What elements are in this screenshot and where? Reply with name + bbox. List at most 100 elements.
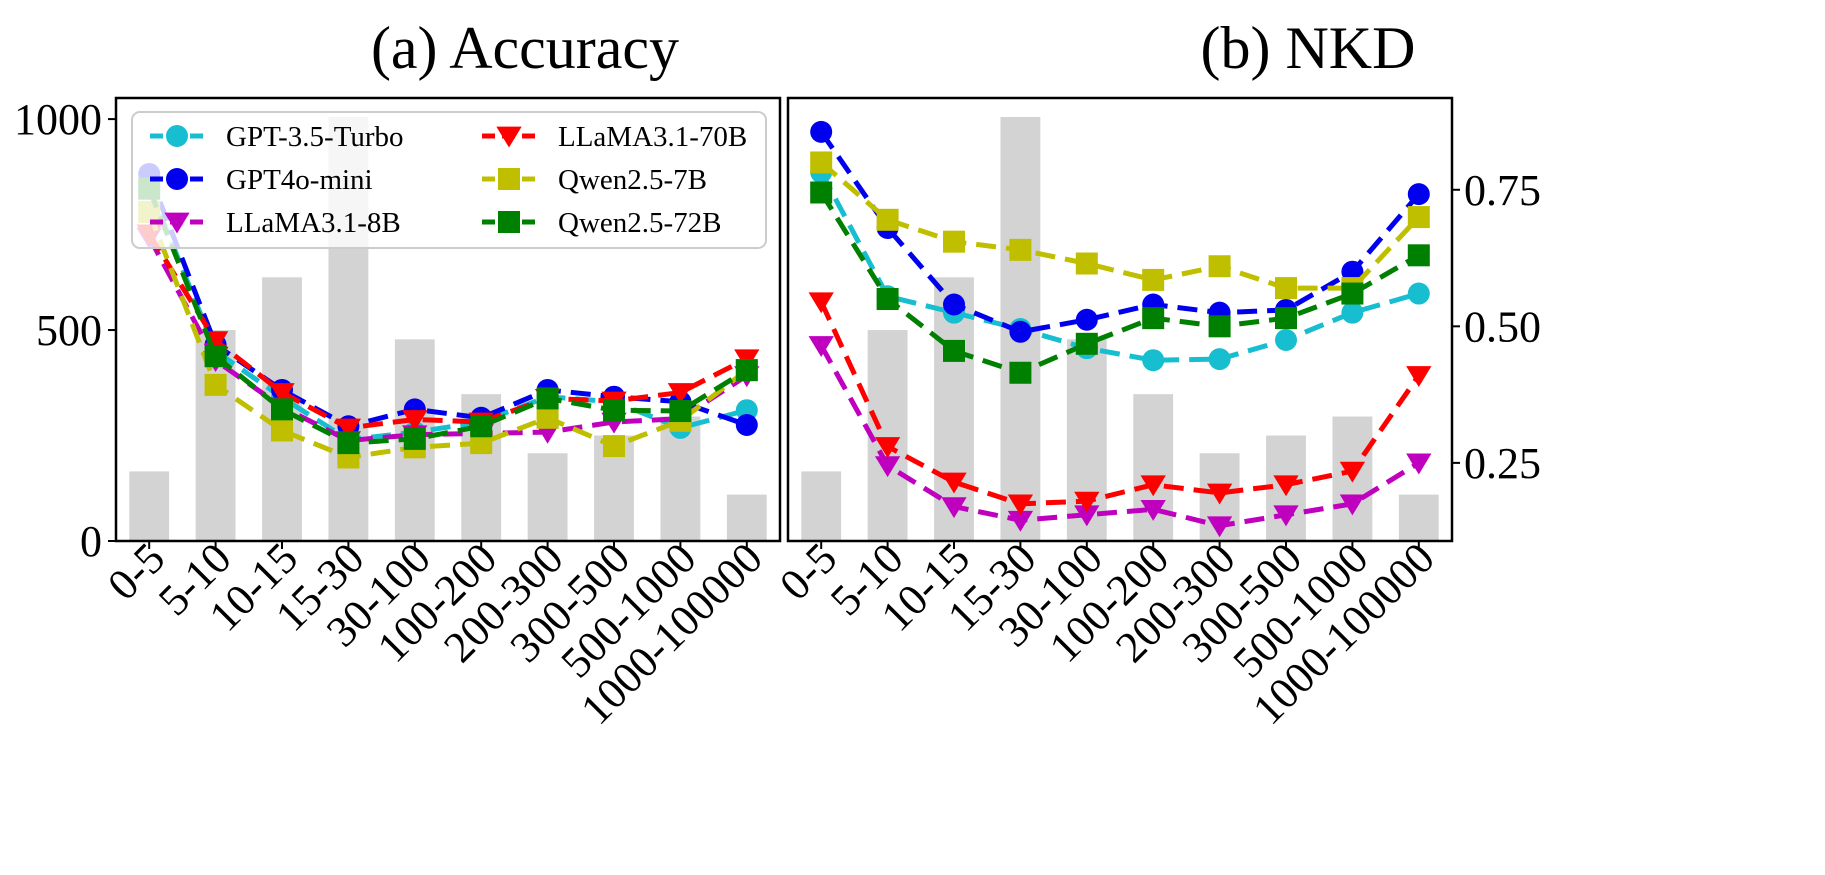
point-nkd-qwen2-5-72b-500-1000 — [1341, 282, 1364, 305]
nkd-plot: 0.250.500.750-55-1010-1515-3030-100100-2… — [770, 96, 1541, 734]
point-nkd-llama3-1-8b-15-30 — [1007, 510, 1034, 532]
point-nkd-gpt-3-5-turbo-300-500 — [1275, 328, 1297, 351]
bar-nkd-1000-100000 — [1398, 494, 1439, 541]
point-nkd-llama3-1-70b-30-100 — [1074, 491, 1100, 513]
chart-title-accuracy: (a) Accuracy — [371, 15, 679, 81]
y-tick-label-accuracy-1000: 1000 — [14, 95, 102, 144]
point-accuracy-qwen2-5-72b-30-100 — [403, 427, 426, 450]
point-accuracy-qwen2-5-72b-1000-100000 — [735, 359, 758, 382]
line-nkd-qwen2-5-7b — [819, 160, 1421, 291]
point-nkd-qwen2-5-7b-1000-100000 — [1407, 206, 1430, 229]
bar-nkd-0-5 — [801, 471, 842, 541]
point-nkd-qwen2-5-72b-1000-100000 — [1407, 244, 1430, 267]
point-accuracy-qwen2-5-7b-5-10 — [204, 373, 227, 396]
point-nkd-llama3-1-8b-30-100 — [1074, 505, 1100, 527]
y-tick-label-nkd-0-75: 0.75 — [1464, 166, 1541, 215]
line-nkd-gpt-3-5-turbo — [818, 171, 1420, 363]
point-accuracy-qwen2-5-72b-10-15 — [271, 398, 293, 421]
point-nkd-qwen2-5-7b-15-30 — [1009, 238, 1032, 261]
line-nkd-qwen2-5-72b — [819, 191, 1421, 376]
point-nkd-llama3-1-8b-500-1000 — [1339, 494, 1366, 516]
chart-title-nkd: (b) NKD — [1201, 15, 1416, 81]
point-nkd-qwen2-5-72b-30-100 — [1075, 332, 1098, 355]
point-nkd-qwen2-5-7b-0-5 — [810, 151, 833, 174]
legend-marker-llama3-1-8b — [164, 212, 190, 234]
point-nkd-qwen2-5-7b-300-500 — [1275, 277, 1297, 300]
point-accuracy-llama3-1-70b-15-30 — [335, 418, 362, 440]
point-nkd-llama3-1-70b-15-30 — [1007, 494, 1034, 516]
y-tick-label-accuracy-0: 0 — [80, 517, 102, 566]
point-accuracy-llama3-1-70b-30-100 — [402, 410, 428, 432]
line-accuracy-qwen2-5-7b — [146, 211, 749, 460]
bar-accuracy-200-300 — [527, 453, 568, 541]
point-accuracy-qwen2-5-7b-200-300 — [536, 406, 559, 429]
point-accuracy-qwen2-5-72b-200-300 — [536, 387, 559, 410]
point-nkd-qwen2-5-72b-200-300 — [1208, 315, 1231, 338]
point-accuracy-qwen2-5-7b-300-500 — [603, 435, 625, 458]
point-nkd-gpt-3-5-turbo-200-300 — [1208, 348, 1231, 371]
point-nkd-llama3-1-8b-200-300 — [1206, 516, 1233, 538]
point-nkd-llama3-1-70b-5-10 — [874, 437, 901, 459]
point-nkd-qwen2-5-72b-100-200 — [1142, 307, 1165, 330]
legend-label-qwen2-5-72b: Qwen2.5-72B — [558, 207, 722, 239]
bar-accuracy-0-5 — [129, 471, 170, 541]
point-nkd-llama3-1-8b-300-500 — [1273, 505, 1299, 527]
point-nkd-gpt4o-mini-0-5 — [810, 120, 833, 143]
point-nkd-qwen2-5-7b-10-15 — [943, 230, 965, 253]
legend-marker-llama3-1-70b — [496, 126, 522, 148]
line-nkd-llama3-1-8b — [819, 344, 1421, 529]
point-nkd-qwen2-5-7b-30-100 — [1075, 252, 1098, 275]
legend-box — [131, 111, 767, 249]
point-accuracy-qwen2-5-7b-100-200 — [470, 432, 493, 455]
point-accuracy-qwen2-5-7b-10-15 — [271, 419, 293, 442]
point-nkd-llama3-1-70b-300-500 — [1273, 475, 1299, 497]
legend-marker-gpt-3-5-turbo — [166, 125, 188, 147]
line-accuracy-gpt-3-5-turbo — [146, 185, 748, 443]
point-nkd-llama3-1-70b-1000-100000 — [1406, 366, 1432, 388]
point-accuracy-qwen2-5-72b-300-500 — [603, 399, 625, 422]
bar-accuracy-1000-100000 — [726, 494, 767, 541]
point-nkd-gpt4o-mini-10-15 — [943, 293, 965, 316]
point-accuracy-gpt4o-mini-1000-100000 — [735, 413, 758, 436]
line-nkd-llama3-1-70b — [818, 300, 1421, 507]
legend-marker-gpt4o-mini — [166, 168, 188, 190]
point-nkd-qwen2-5-7b-5-10 — [876, 208, 899, 231]
point-nkd-llama3-1-70b-100-200 — [1140, 475, 1166, 497]
legend-label-gpt-3-5-turbo: GPT-3.5-Turbo — [226, 121, 404, 153]
point-nkd-llama3-1-8b-1000-100000 — [1406, 453, 1432, 475]
point-nkd-gpt4o-mini-1000-100000 — [1407, 183, 1430, 206]
point-accuracy-qwen2-5-72b-5-10 — [204, 345, 227, 368]
point-nkd-qwen2-5-72b-10-15 — [943, 339, 965, 362]
point-nkd-gpt-3-5-turbo-1000-100000 — [1407, 282, 1430, 305]
plot-frame-accuracy — [114, 96, 782, 543]
line-accuracy-llama3-1-70b — [147, 232, 748, 431]
point-accuracy-qwen2-5-72b-500-1000 — [669, 400, 692, 423]
legend-marker-qwen2-5-72b — [498, 211, 520, 233]
point-nkd-llama3-1-8b-10-15 — [941, 497, 967, 519]
point-accuracy-llama3-1-70b-10-15 — [269, 383, 295, 405]
point-nkd-gpt-3-5-turbo-500-1000 — [1341, 301, 1364, 324]
point-accuracy-qwen2-5-72b-15-30 — [337, 432, 360, 455]
legend-label-llama3-1-70b: LLaMA3.1-70B — [558, 121, 747, 153]
point-nkd-llama3-1-70b-0-5 — [808, 292, 834, 314]
point-nkd-gpt4o-mini-30-100 — [1075, 308, 1098, 331]
y-tick-label-accuracy-500: 500 — [36, 306, 102, 355]
line-accuracy-llama3-1-8b — [146, 236, 749, 444]
point-nkd-llama3-1-8b-0-5 — [808, 336, 834, 357]
y-tick-label-nkd-0-25: 0.25 — [1464, 439, 1541, 488]
legend-label-llama3-1-8b: LLaMA3.1-8B — [226, 207, 401, 239]
legend-label-qwen2-5-7b: Qwen2.5-7B — [558, 164, 707, 196]
legend-marker-qwen2-5-7b — [498, 168, 520, 190]
point-nkd-qwen2-5-72b-15-30 — [1009, 361, 1032, 384]
point-nkd-llama3-1-70b-200-300 — [1206, 483, 1233, 505]
point-nkd-qwen2-5-7b-100-200 — [1142, 268, 1165, 291]
y-tick-label-nkd-0-50: 0.50 — [1464, 302, 1541, 351]
point-nkd-llama3-1-70b-500-1000 — [1339, 461, 1366, 483]
bar-nkd-5-10 — [867, 330, 908, 541]
point-nkd-llama3-1-8b-5-10 — [874, 456, 901, 478]
point-nkd-llama3-1-70b-10-15 — [941, 472, 967, 494]
point-nkd-qwen2-5-72b-0-5 — [810, 181, 833, 204]
plot-frame-nkd — [786, 96, 1454, 543]
point-nkd-qwen2-5-72b-300-500 — [1275, 307, 1297, 330]
